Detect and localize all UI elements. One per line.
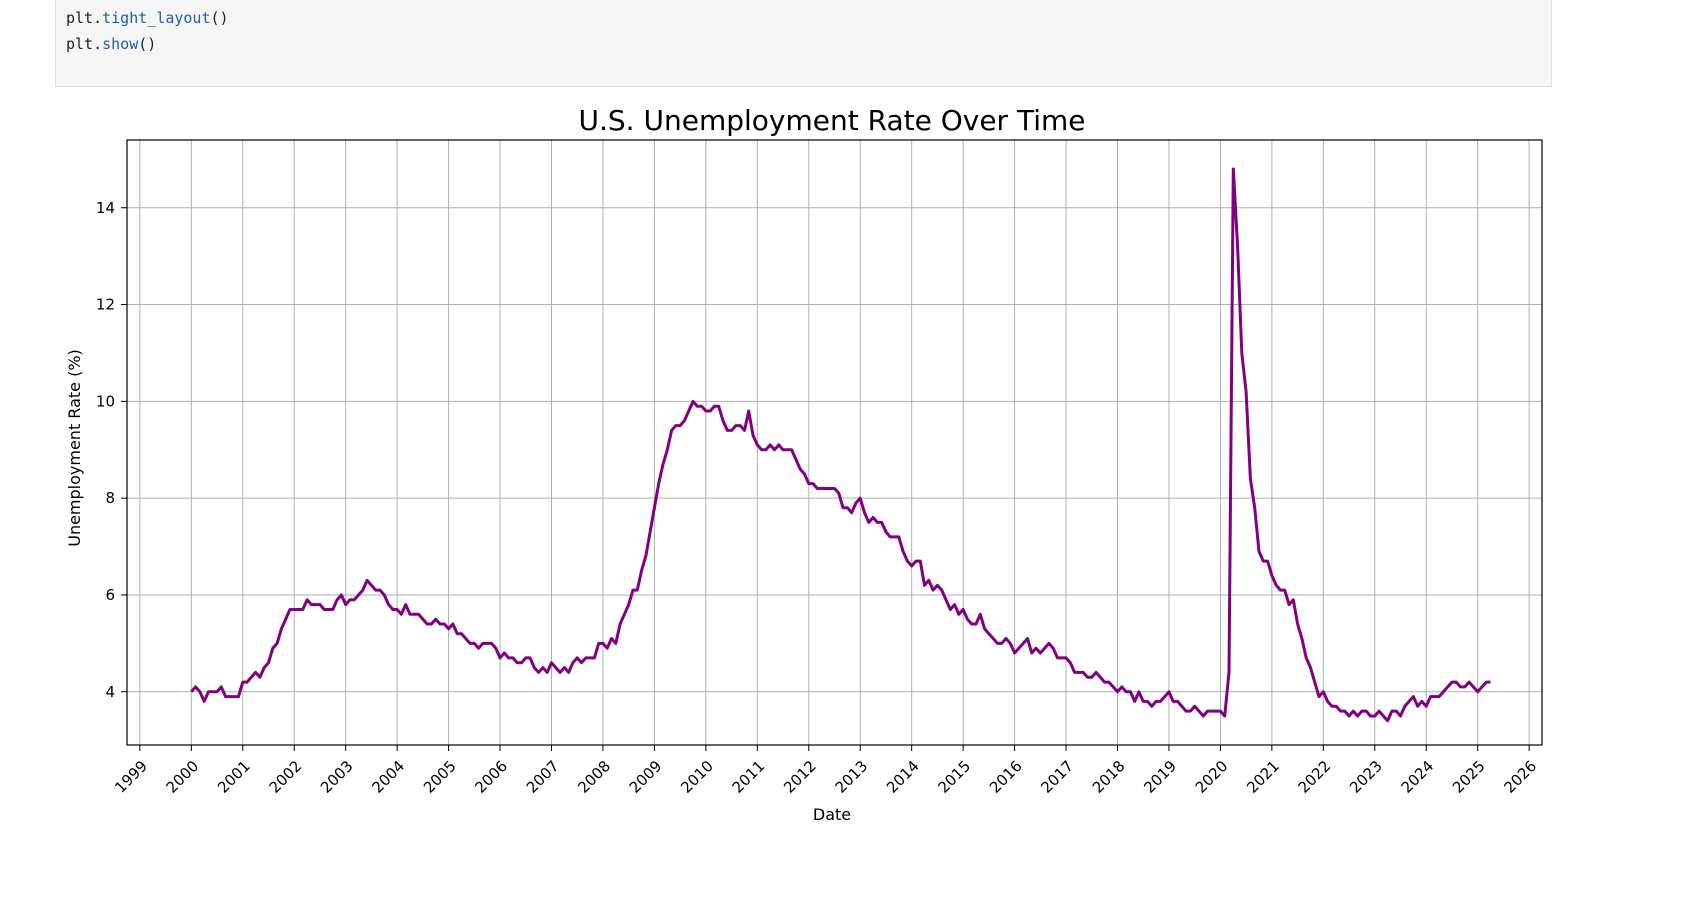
- chart-title: U.S. Unemployment Rate Over Time: [579, 104, 1086, 137]
- axes-frame: [126, 139, 1543, 746]
- x-tick-label: 2008: [574, 757, 614, 797]
- code-line-2-object: plt.: [66, 35, 103, 53]
- y-tick-label: 6: [105, 586, 115, 604]
- x-tick-label: 2026: [1500, 757, 1540, 797]
- code-line-1-object: plt.: [66, 9, 103, 27]
- x-tick-label: 2004: [368, 757, 408, 797]
- y-tick-label: 8: [105, 489, 115, 507]
- x-tick-label: 2003: [317, 757, 357, 797]
- code-line-2-args: (): [138, 35, 157, 53]
- code-line-1-function: tight_layout: [102, 9, 211, 27]
- x-tick-label: 2018: [1089, 757, 1129, 797]
- series-line-unemployment-rate: [190, 167, 1491, 723]
- x-tick-label: 2013: [832, 757, 872, 797]
- x-tick-label: 2022: [1295, 757, 1335, 797]
- x-tick-label: 2007: [523, 757, 563, 797]
- x-tick-label: 2012: [780, 757, 820, 797]
- code-cell[interactable]: plt.tight_layout() plt.show(): [55, 0, 1552, 87]
- x-tick-label: 2005: [420, 757, 460, 797]
- x-tick-label: 2020: [1192, 757, 1232, 797]
- x-axis-ticks: 1999 2000 2001 2002 2003 2004 2005 2006 2007 2008…: [111, 745, 1540, 797]
- x-tick-label: 2017: [1037, 757, 1077, 797]
- x-tick-label: 2016: [986, 757, 1026, 797]
- code-line-2: plt.show(): [66, 35, 156, 53]
- x-tick-label: 2019: [1140, 757, 1180, 797]
- x-axis-label: Date: [813, 805, 851, 824]
- y-tick-label: 14: [96, 199, 115, 217]
- x-tick-label: 2006: [471, 757, 511, 797]
- y-tick-label: 10: [96, 392, 115, 410]
- x-tick-label: 2011: [729, 757, 769, 797]
- x-tick-label: 2024: [1398, 757, 1438, 797]
- x-tick-label: 2023: [1346, 757, 1386, 797]
- x-tick-label: 2025: [1449, 757, 1489, 797]
- x-tick-label: 2001: [214, 757, 254, 797]
- grid-lines: [127, 140, 1542, 745]
- x-tick-label: 2002: [266, 757, 306, 797]
- y-axis-label: Unemployment Rate (%): [65, 349, 84, 547]
- x-tick-label: 2000: [163, 757, 203, 797]
- code-line-1-args: (): [210, 9, 229, 27]
- y-tick-label: 4: [105, 683, 115, 701]
- y-tick-label: 12: [96, 296, 115, 314]
- x-tick-label: 2014: [883, 757, 923, 797]
- x-tick-label: 2009: [626, 757, 666, 797]
- x-tick-label: 2010: [677, 757, 717, 797]
- code-line-2-function: show: [102, 35, 139, 53]
- y-axis-ticks: 4 6 8 10 12 14: [96, 199, 127, 701]
- x-tick-label: 1999: [111, 757, 151, 797]
- x-tick-label: 2015: [934, 757, 974, 797]
- code-line-1: plt.tight_layout(): [66, 9, 229, 27]
- unemployment-line-chart: 1999 2000 2001 2002 2003 2004 2005 2006 2007 2008…: [65, 104, 1543, 824]
- x-tick-label: 2021: [1243, 757, 1283, 797]
